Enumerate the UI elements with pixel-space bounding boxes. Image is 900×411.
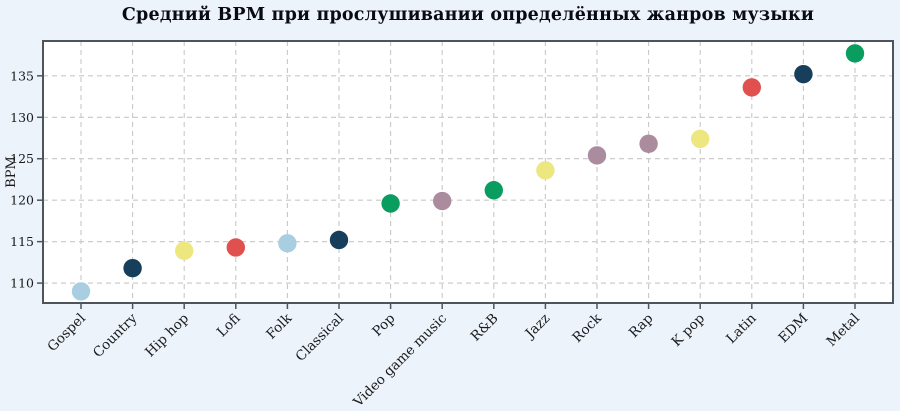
x-tick-label: EDM [776,310,812,346]
data-point-country [123,258,142,278]
data-point-pop [381,194,400,213]
data-point-hip-hop [175,241,194,260]
x-tick-label: Rap [626,311,657,342]
data-point-metal [845,44,865,63]
x-tick-label: Classical [293,311,347,365]
x-tick-label: Video game music [350,311,450,411]
data-point-classical [329,230,349,250]
data-point-latin [742,78,761,97]
x-tick-label: Rock [569,310,605,346]
x-tick-label: Latin [723,310,760,347]
x-tick-label: K pop [669,311,708,350]
data-point-lofi [226,238,245,257]
y-tick-label: 110 [10,276,34,291]
y-axis-label: BPM [4,156,19,188]
x-tick-label: Jazz [521,311,553,343]
data-point-folk [278,234,297,253]
data-point-edm [794,64,813,84]
data-point-video-game-music [433,191,452,211]
y-tick-label: 115 [10,234,34,249]
x-tick-label: Folk [263,310,296,343]
plot-area [43,41,893,303]
x-tick-label: Lofi [214,311,244,341]
y-tick-label: 120 [10,193,34,208]
data-point-k-pop [691,129,710,149]
x-tick-label: R&B [468,310,502,344]
y-tick-label: 130 [10,110,34,125]
data-point-rap [639,134,658,154]
x-tick-label: Metal [824,311,863,350]
chart-title: Средний BPM при прослушивании определённ… [121,5,815,25]
x-tick-label: Pop [369,311,398,340]
plot-border [42,40,894,304]
data-point-gospel [71,282,91,301]
data-point-r-b [484,181,503,200]
x-tick-label: Country [90,310,141,361]
x-tick-label: Hip hop [142,311,192,361]
data-point-rock [587,146,607,165]
y-tick-label: 135 [10,68,34,83]
data-point-jazz [536,161,555,180]
y-tick-label: 125 [10,151,34,166]
x-tick-label: Gospel [44,311,88,355]
